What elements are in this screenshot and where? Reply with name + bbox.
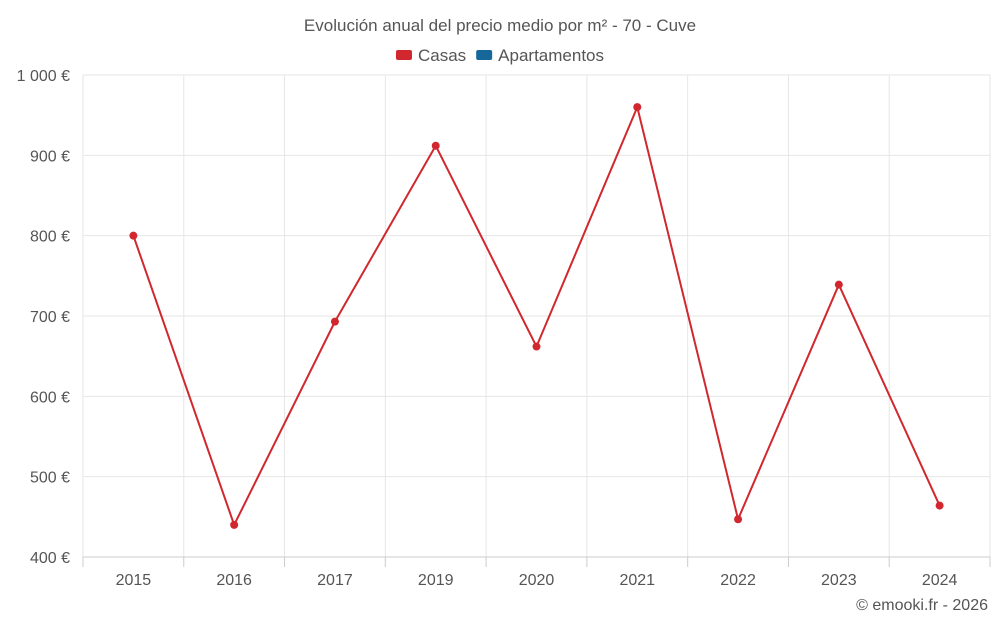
x-tick-label: 2015 bbox=[116, 572, 152, 589]
legend-label: Casas bbox=[418, 46, 466, 65]
x-tick-label: 2020 bbox=[519, 572, 555, 589]
legend-swatch bbox=[395, 50, 412, 60]
y-tick-label: 500 € bbox=[30, 470, 70, 487]
y-tick-label: 1 000 € bbox=[17, 68, 70, 85]
y-grid-lines bbox=[83, 74, 990, 478]
data-point[interactable] bbox=[330, 317, 339, 326]
legend-label: Apartamentos bbox=[498, 46, 604, 65]
y-tick-label: 600 € bbox=[30, 389, 70, 406]
legend-swatch bbox=[476, 50, 493, 60]
x-tick-label: 2023 bbox=[821, 572, 857, 589]
data-point[interactable] bbox=[935, 501, 944, 510]
y-tick-label: 400 € bbox=[30, 550, 70, 567]
data-point[interactable] bbox=[834, 280, 843, 289]
x-tick-label: 2022 bbox=[720, 572, 756, 589]
x-tick-label: 2016 bbox=[216, 572, 252, 589]
x-tick-label: 2017 bbox=[317, 572, 353, 589]
footer-credit: © emooki.fr - 2026 bbox=[856, 597, 988, 614]
x-axis-tick-labels: 2015 2016 2017 2019 2020 2021 2022 2023 2024 bbox=[82, 557, 991, 589]
data-point[interactable] bbox=[734, 515, 743, 524]
x-tick-label: 2019 bbox=[418, 572, 454, 589]
legend-item-casas[interactable]: Casas bbox=[395, 46, 466, 65]
data-point[interactable] bbox=[230, 520, 239, 529]
data-point[interactable] bbox=[129, 231, 138, 240]
data-point[interactable] bbox=[633, 103, 642, 112]
y-tick-label: 900 € bbox=[30, 148, 70, 165]
y-axis-tick-labels: 400 € 500 € 600 € 700 € 800 € 900 € 1 000 € bbox=[17, 68, 70, 567]
legend-item-apartamentos[interactable]: Apartamentos bbox=[476, 46, 604, 65]
data-point[interactable] bbox=[532, 342, 541, 351]
y-tick-label: 700 € bbox=[30, 309, 70, 326]
y-tick-label: 800 € bbox=[30, 229, 70, 246]
chart-legend: Casas Apartamentos bbox=[395, 46, 604, 65]
x-tick-label: 2024 bbox=[922, 572, 958, 589]
series-layer bbox=[129, 103, 944, 529]
data-point[interactable] bbox=[431, 141, 440, 150]
chart-title: Evolución anual del precio medio por m² … bbox=[304, 16, 696, 35]
x-tick-label: 2021 bbox=[619, 572, 655, 589]
